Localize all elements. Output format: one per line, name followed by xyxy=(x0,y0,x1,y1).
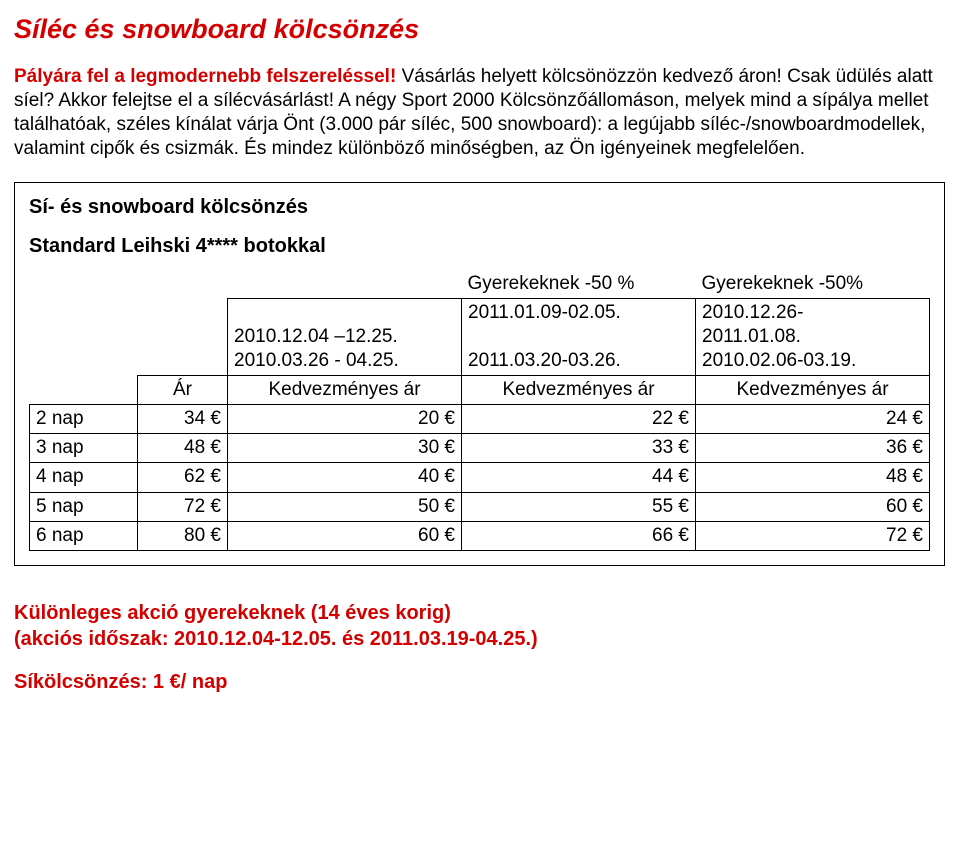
discount-price-header-1: Kedvezményes ár xyxy=(228,375,462,404)
table-row: 4 nap 62 € 40 € 44 € 48 € xyxy=(30,463,930,492)
discount-price-header-2: Kedvezményes ár xyxy=(462,375,696,404)
table-row: 3 nap 48 € 30 € 33 € 36 € xyxy=(30,434,930,463)
dates-col2: 2011.01.09-02.05. 2011.03.20-03.26. xyxy=(462,299,696,375)
intro-lead: Pályára fel a legmodernebb felszerelésse… xyxy=(14,66,396,87)
box-title: Sí- és snowboard kölcsönzés xyxy=(29,195,930,221)
promo-line-1: Különleges akció gyerekeknek (14 éves ko… xyxy=(14,600,945,626)
rental-box: Sí- és snowboard kölcsönzés Standard Lei… xyxy=(14,182,945,567)
table-row: 6 nap 80 € 60 € 66 € 72 € xyxy=(30,522,930,551)
box-subtitle: Standard Leihski 4**** botokkal xyxy=(29,234,930,260)
promo-block: Különleges akció gyerekeknek (14 éves ko… xyxy=(14,600,945,652)
discount-header-2: Gyerekeknek -50 % xyxy=(462,270,696,299)
discount-price-header-3: Kedvezményes ár xyxy=(696,375,930,404)
page-title: Síléc és snowboard kölcsönzés xyxy=(14,12,945,47)
table-row: 2 nap 34 € 20 € 22 € 24 € xyxy=(30,404,930,433)
intro-paragraph: Pályára fel a legmodernebb felszerelésse… xyxy=(14,65,945,162)
price-header: Ár xyxy=(138,375,228,404)
rental-table: Gyerekeknek -50 % Gyerekeknek -50% 2010.… xyxy=(29,270,930,551)
discount-header-3: Gyerekeknek -50% xyxy=(696,270,930,299)
promo-line-2: (akciós időszak: 2010.12.04-12.05. és 20… xyxy=(14,626,945,652)
dates-col1: 2010.12.04 –12.25. 2010.03.26 - 04.25. xyxy=(228,299,462,375)
table-row: 5 nap 72 € 50 € 55 € 60 € xyxy=(30,492,930,521)
promo-price: Síkölcsönzés: 1 €/ nap xyxy=(14,670,945,696)
dates-col3: 2010.12.26- 2011.01.08. 2010.02.06-03.19… xyxy=(696,299,930,375)
